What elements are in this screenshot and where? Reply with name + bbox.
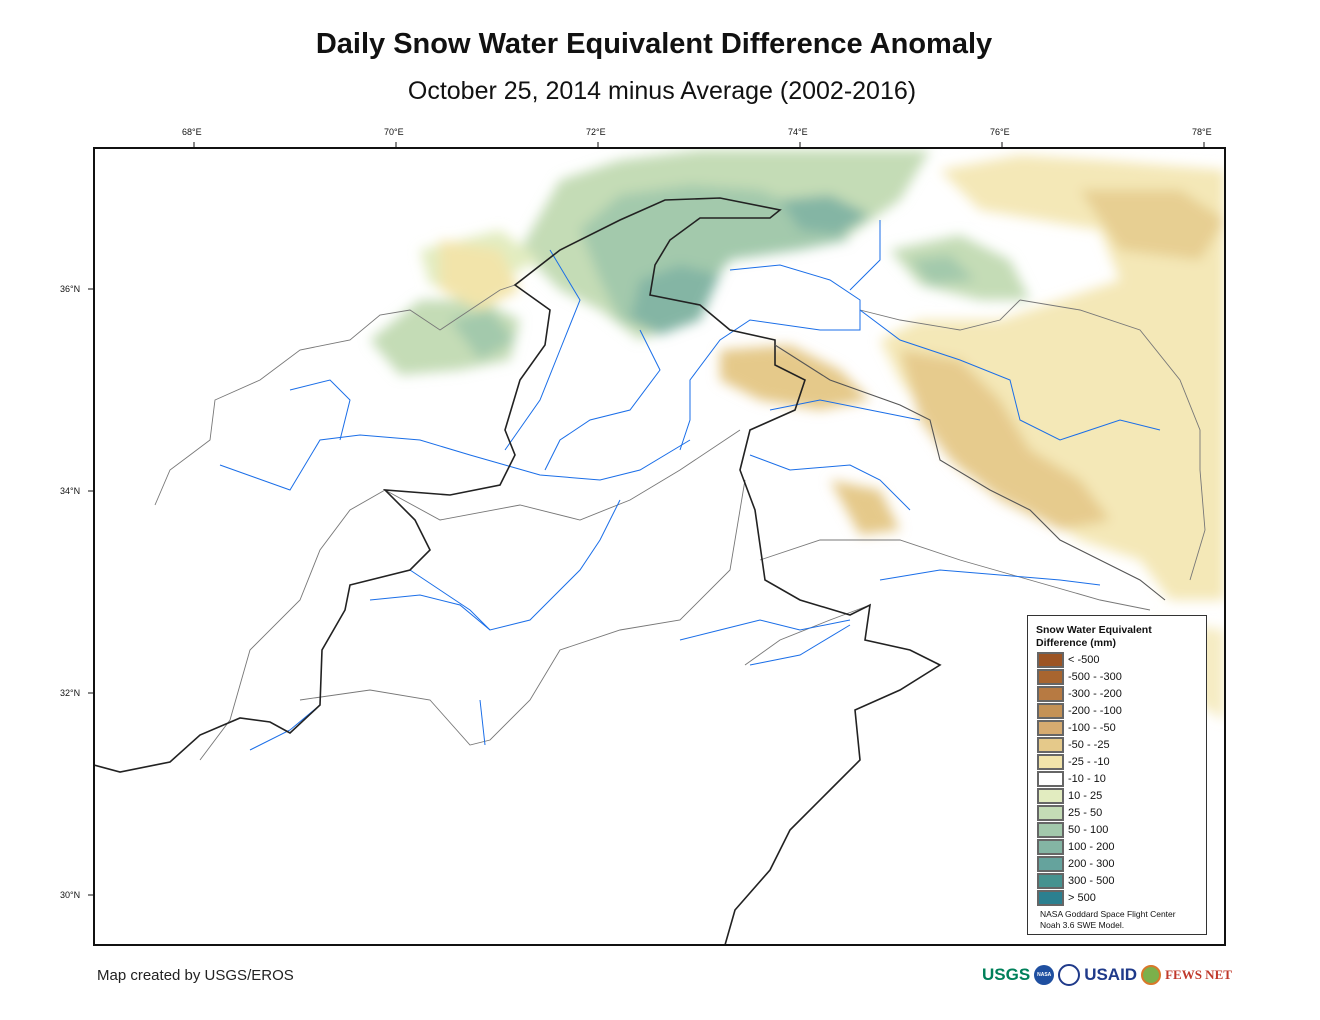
legend-label: > 500 <box>1068 891 1096 904</box>
map-credit: Map created by USGS/EROS <box>97 967 294 984</box>
legend-swatch <box>1037 736 1064 753</box>
credit-line: NASA Goddard Space Flight Center <box>1040 909 1176 919</box>
legend-item: -500 - -300 <box>1037 668 1122 685</box>
legend-title: Snow Water Equivalent Difference (mm) <box>1036 624 1152 650</box>
legend-label: -300 - -200 <box>1068 687 1122 700</box>
legend-label: -200 - -100 <box>1068 704 1122 717</box>
lat-tick-label: 34°N <box>60 486 81 496</box>
legend-label: < -500 <box>1068 653 1100 666</box>
disputed-border <box>774 344 1166 601</box>
legend-item: 50 - 100 <box>1037 821 1108 838</box>
legend-label: -500 - -300 <box>1068 670 1122 683</box>
legend-item: 25 - 50 <box>1037 804 1102 821</box>
usgs-logo: USGS <box>982 965 1031 984</box>
lon-tick-label: 72°E <box>586 127 606 137</box>
legend-label: -10 - 10 <box>1068 772 1106 785</box>
legend-swatch <box>1037 787 1064 804</box>
legend-swatch <box>1037 889 1064 906</box>
legend-label: -100 - -50 <box>1068 721 1116 734</box>
legend-title-line: Difference (mm) <box>1036 637 1116 649</box>
legend-swatch <box>1037 804 1064 821</box>
legend-item: > 500 <box>1037 889 1096 906</box>
lat-tick-label: 32°N <box>60 688 81 698</box>
legend-item: < -500 <box>1037 651 1100 668</box>
legend-item: 100 - 200 <box>1037 838 1114 855</box>
legend-title-line: Snow Water Equivalent <box>1036 624 1152 636</box>
legend-credit: NASA Goddard Space Flight Center Noah 3.… <box>1040 909 1176 931</box>
nasa-logo: NASA <box>1034 965 1055 985</box>
legend-label: -50 - -25 <box>1068 738 1110 751</box>
legend-swatch <box>1037 651 1064 668</box>
partner-logos: USGS NASA USAID FEWS NET <box>982 964 1232 986</box>
legend-swatch <box>1037 872 1064 889</box>
lat-tick-label: 30°N <box>60 890 81 900</box>
legend-item: 300 - 500 <box>1037 872 1114 889</box>
lon-tick-label: 78°E <box>1192 127 1212 137</box>
fewsnet-logo: FEWS NET <box>1165 967 1232 982</box>
legend-swatch <box>1037 838 1064 855</box>
legend-swatch <box>1037 821 1064 838</box>
lon-tick-label: 76°E <box>990 127 1010 137</box>
lat-tick-label: 36°N <box>60 284 81 294</box>
legend-item: -25 - -10 <box>1037 753 1110 770</box>
legend-swatch <box>1037 855 1064 872</box>
usaid-logo: USAID <box>1084 965 1137 985</box>
legend-label: 100 - 200 <box>1068 840 1115 853</box>
legend-label: -25 - -10 <box>1068 755 1110 768</box>
legend-label: 25 - 50 <box>1068 806 1103 819</box>
map-title: Daily Snow Water Equivalent Difference A… <box>315 28 993 60</box>
lon-tick-label: 68°E <box>182 127 202 137</box>
legend-label: 200 - 300 <box>1068 857 1115 870</box>
map-subtitle: October 25, 2014 minus Average (2002-201… <box>407 77 917 105</box>
legend-item: -100 - -50 <box>1037 719 1116 736</box>
usaid-seal-icon <box>1058 964 1081 986</box>
legend-swatch <box>1037 770 1064 787</box>
credit-line: Noah 3.6 SWE Model. <box>1040 920 1125 930</box>
legend-swatch <box>1037 685 1064 702</box>
legend-label: 50 - 100 <box>1068 823 1109 836</box>
legend-item: -50 - -25 <box>1037 736 1110 753</box>
basin-boundaries <box>154 284 1206 761</box>
lon-tick-label: 70°E <box>384 127 404 137</box>
legend-swatch <box>1037 702 1064 719</box>
globe-icon <box>1141 965 1162 985</box>
legend-swatch <box>1037 753 1064 770</box>
usaid-text: USAID <box>1084 965 1138 984</box>
international-border <box>94 197 942 945</box>
legend: Snow Water Equivalent Difference (mm) < … <box>1027 615 1207 935</box>
legend-item: -300 - -200 <box>1037 685 1122 702</box>
legend-swatch <box>1037 668 1064 685</box>
legend-label: 300 - 500 <box>1068 874 1115 887</box>
legend-item: -10 - 10 <box>1037 770 1106 787</box>
legend-item: 200 - 300 <box>1037 855 1114 872</box>
legend-label: 10 - 25 <box>1068 789 1103 802</box>
map-frame <box>93 147 1226 946</box>
rivers <box>219 220 1161 751</box>
lon-tick-label: 74°E <box>788 127 808 137</box>
legend-item: -200 - -100 <box>1037 702 1122 719</box>
legend-item: 10 - 25 <box>1037 787 1102 804</box>
legend-swatch <box>1037 719 1064 736</box>
snow-anomaly-layer <box>370 150 1225 720</box>
graticule-ticks <box>88 142 1205 896</box>
